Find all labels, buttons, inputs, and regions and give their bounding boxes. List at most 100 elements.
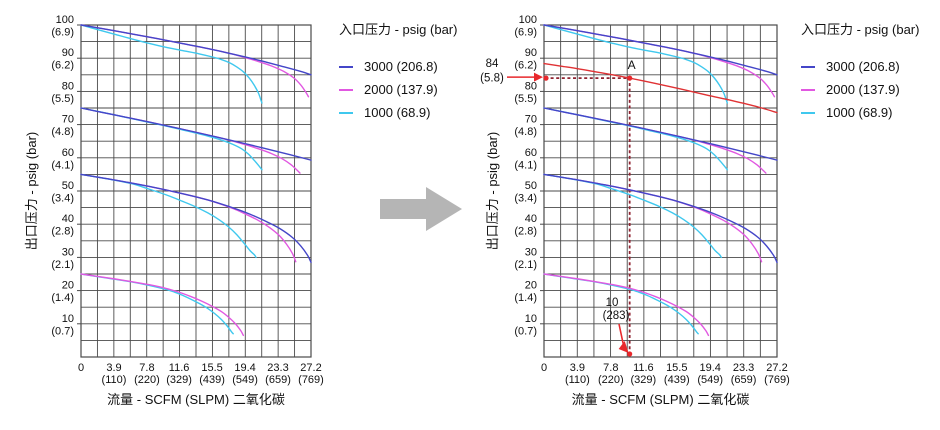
curve-set55-inlet2000 [543, 173, 763, 263]
svg-text:(5.5): (5.5) [514, 93, 537, 105]
svg-text:(110): (110) [102, 374, 127, 386]
svg-text:3.9: 3.9 [570, 362, 585, 374]
legend-swatch-1000-icon [339, 111, 353, 114]
point-a-label: A [628, 58, 636, 72]
svg-text:(6.9): (6.9) [51, 27, 74, 39]
svg-text:30: 30 [62, 246, 74, 258]
svg-text:100: 100 [56, 14, 74, 26]
svg-text:(4.1): (4.1) [514, 159, 537, 171]
curve-set75-inlet1000 [543, 107, 729, 171]
curve-set55-inlet3000 [80, 173, 312, 264]
svg-text:40: 40 [525, 213, 537, 225]
curve-set100-inlet2000 [80, 24, 310, 98]
svg-text:(1.4): (1.4) [51, 292, 74, 304]
svg-text:(549): (549) [697, 374, 723, 386]
flow-chart-left: 100(6.9)90(6.2)80(5.5)70(4.8)60(4.1)50(3… [24, 14, 324, 407]
svg-text:15.5: 15.5 [201, 362, 222, 374]
svg-text:(4.8): (4.8) [51, 126, 74, 138]
svg-text:3.9: 3.9 [106, 362, 121, 374]
svg-text:(6.2): (6.2) [51, 60, 74, 72]
svg-text:(3.4): (3.4) [51, 193, 74, 205]
svg-text:(0.7): (0.7) [514, 325, 537, 337]
legend-swatch-3000-icon [801, 65, 815, 68]
svg-text:0: 0 [541, 362, 547, 374]
curve-set55-inlet2000 [80, 173, 297, 263]
legend-item-1000: 1000 (68.9) [801, 101, 940, 124]
annotation-markers: A84(5.8)10(283) [480, 58, 636, 357]
flow-chart-right-annotated: 100(6.9)90(6.2)80(5.5)70(4.8)60(4.1)50(3… [480, 14, 790, 407]
svg-text:27.2: 27.2 [766, 362, 787, 374]
svg-text:70: 70 [525, 114, 537, 126]
curve-set100-inlet3000 [80, 24, 312, 76]
svg-text:19.4: 19.4 [699, 362, 720, 374]
curve-set25-inlet2000 [543, 273, 710, 337]
legend-swatch-2000-icon [339, 88, 353, 91]
svg-text:(6.2): (6.2) [514, 60, 537, 72]
x-callout-arrowhead-icon [618, 341, 629, 353]
curve-set100-inlet3000 [543, 24, 778, 76]
svg-text:10: 10 [525, 313, 537, 325]
legend-label-2000: 2000 (137.9) [364, 82, 438, 97]
svg-text:27.2: 27.2 [300, 362, 321, 374]
y-axis-ticks: 100(6.9) 90(6.2) 80(5.5) 70(4.8) 60(4.1) 50(3… [514, 14, 544, 337]
svg-text:(0.7): (0.7) [51, 325, 74, 337]
y-callout-arrowhead-icon [534, 72, 543, 82]
curve-set75-inlet3000 [543, 107, 778, 161]
svg-text:(5.5): (5.5) [51, 93, 74, 105]
svg-text:11.6: 11.6 [633, 362, 654, 374]
svg-text:50: 50 [525, 180, 537, 192]
svg-text:(659): (659) [265, 374, 291, 386]
x-callout-sub: (283) [603, 310, 630, 322]
x-axis-title: 流量 - SCFM (SLPM) 二氧化碳 [572, 392, 750, 407]
legend-item-3000: 3000 (206.8) [339, 55, 489, 78]
svg-text:20: 20 [525, 280, 537, 292]
svg-text:40: 40 [62, 213, 74, 225]
svg-text:100: 100 [519, 14, 537, 26]
x-callout-arrow-shaft [618, 323, 625, 347]
curve-set100-inlet1000 [80, 24, 263, 104]
x-callout-value: 10 [606, 297, 619, 309]
curve-set55-inlet3000 [543, 173, 778, 264]
legend-label-1000: 1000 (68.9) [364, 105, 431, 120]
legend-swatch-3000-icon [339, 65, 353, 68]
svg-text:60: 60 [525, 147, 537, 159]
svg-text:(220): (220) [598, 374, 624, 386]
svg-text:(769): (769) [764, 374, 790, 386]
legend-label-3000: 3000 (206.8) [364, 59, 438, 74]
svg-text:70: 70 [62, 114, 74, 126]
legend-left: 入口压力 - psig (bar) 3000 (206.8) 2000 (137… [339, 19, 489, 124]
svg-text:(769): (769) [298, 374, 324, 386]
curve-set25-inlet1000 [543, 273, 699, 335]
svg-text:23.3: 23.3 [267, 362, 288, 374]
curve-set55-inlet1000 [80, 173, 257, 259]
svg-text:(659): (659) [731, 374, 757, 386]
svg-text:(2.8): (2.8) [514, 226, 537, 238]
transform-arrow [378, 184, 466, 234]
legend-label-1000: 1000 (68.9) [826, 105, 893, 120]
svg-text:10: 10 [62, 313, 74, 325]
curves [80, 24, 312, 337]
y-axis-ticks: 100(6.9) 90(6.2) 80(5.5) 70(4.8) 60(4.1) 50(3… [51, 14, 81, 337]
svg-text:90: 90 [525, 47, 537, 59]
svg-text:(6.9): (6.9) [514, 27, 537, 39]
curve-set75-inlet3000 [80, 107, 312, 161]
svg-text:(329): (329) [166, 374, 192, 386]
x-axis-ticks: 0 3.9(110)7.8(220)11.6(329)15.5(439)19.4(… [541, 362, 790, 386]
svg-text:(3.4): (3.4) [514, 193, 537, 205]
legend-right: 入口压力 - psig (bar) 3000 (206.8) 2000 (137… [801, 19, 940, 124]
legend-item-2000: 2000 (137.9) [801, 78, 940, 101]
svg-text:(110): (110) [565, 374, 590, 386]
curves [543, 24, 778, 337]
right-arrow-icon [380, 187, 462, 231]
svg-text:(2.1): (2.1) [51, 259, 74, 271]
svg-text:19.4: 19.4 [234, 362, 255, 374]
svg-text:(1.4): (1.4) [514, 292, 537, 304]
curve-set55-inlet1000 [543, 173, 723, 259]
svg-text:(439): (439) [664, 374, 690, 386]
svg-text:50: 50 [62, 180, 74, 192]
curve-set25-inlet2000 [80, 273, 245, 337]
legend-item-3000: 3000 (206.8) [801, 55, 940, 78]
legend-item-2000: 2000 (137.9) [339, 78, 489, 101]
svg-text:15.5: 15.5 [666, 362, 687, 374]
